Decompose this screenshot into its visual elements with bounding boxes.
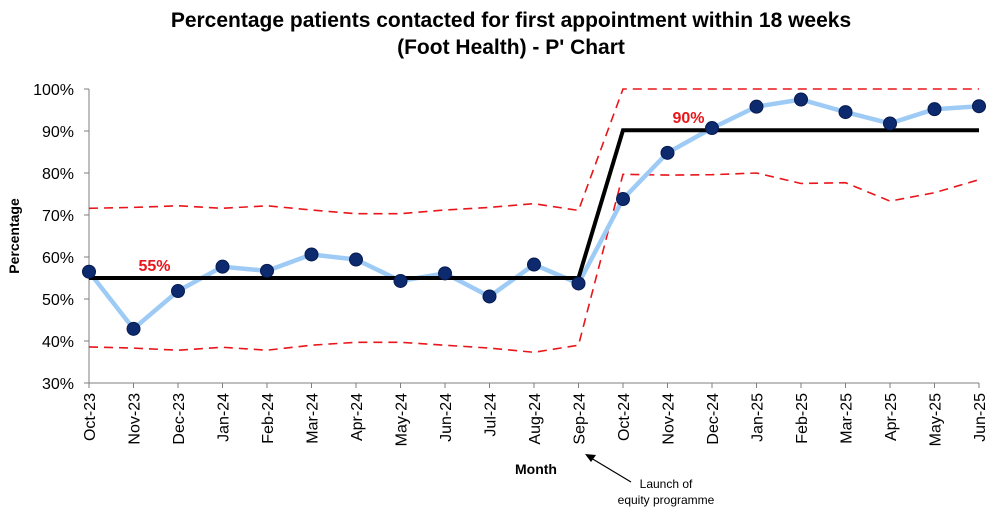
x-tick-label: Apr-25 — [883, 393, 900, 441]
mean-line — [89, 128, 979, 280]
lower-control-limit-line — [88, 172, 980, 354]
x-tick-label: Jun-24 — [438, 393, 455, 442]
chart-title-line2: (Foot Health) - P' Chart — [397, 36, 625, 59]
data-point — [393, 273, 408, 288]
y-tick-label: 30% — [42, 376, 74, 393]
data-point — [883, 116, 897, 131]
data-point — [438, 266, 452, 281]
y-tick-label: 60% — [42, 250, 74, 267]
data-point — [171, 284, 185, 299]
data-point — [126, 321, 141, 336]
x-tick-label: Feb-24 — [260, 393, 277, 444]
launch-annotation: Launch of equity programme — [585, 454, 715, 507]
mean-value-label: 55% — [139, 258, 171, 275]
data-point — [215, 259, 230, 274]
upper-control-limit-line — [88, 88, 979, 215]
x-tick-label: Oct-24 — [616, 393, 633, 441]
x-tick-label: Mar-24 — [305, 393, 322, 444]
mean-value-label: 90% — [673, 110, 705, 127]
x-tick-label: Dec-23 — [171, 393, 188, 445]
annotation-text-line2: equity programme — [618, 493, 715, 507]
x-tick-label: May-25 — [928, 393, 945, 446]
data-point — [794, 92, 808, 107]
y-tick-label: 80% — [42, 166, 74, 183]
y-tick-label: 50% — [42, 292, 74, 309]
data-point — [749, 99, 764, 114]
data-point — [527, 257, 541, 272]
annotation-arrow-line — [590, 457, 632, 483]
y-tick-label: 90% — [42, 124, 74, 141]
data-point — [304, 247, 319, 262]
data-point — [571, 276, 586, 291]
x-tick-label: Jul-24 — [483, 393, 500, 437]
x-tick-label: Nov-23 — [127, 393, 144, 445]
data-point — [705, 121, 719, 136]
x-tick-label: Aug-24 — [527, 393, 544, 445]
annotation-text-line1: Launch of — [640, 477, 693, 491]
x-tick-label: Jan-25 — [750, 393, 767, 442]
x-tick-label: May-24 — [394, 393, 411, 446]
data-point — [82, 264, 96, 279]
data-point — [660, 145, 675, 160]
y-tick-label: 40% — [42, 334, 74, 351]
data-point — [927, 102, 942, 117]
data-point — [260, 263, 274, 278]
plot-area: 100% 90% 80% 70% 60% 50% 40% 30% Oct-23 Nov-23 Dec… — [33, 82, 989, 446]
data-point — [838, 105, 853, 120]
data-point — [972, 99, 986, 114]
actual-series-line — [87, 97, 980, 332]
x-tick-label: Jan-24 — [216, 393, 233, 442]
x-tick-label: Apr-24 — [349, 393, 366, 441]
y-tick-label: 70% — [42, 208, 74, 225]
y-axis-label: Percentage — [6, 198, 22, 274]
x-tick-label: Dec-24 — [705, 393, 722, 445]
x-axis-label: Month — [515, 461, 557, 477]
data-point — [482, 289, 497, 304]
chart-title-line1: Percentage patients contacted for first … — [171, 9, 851, 32]
x-tick-label: Feb-25 — [794, 393, 811, 444]
x-tick-label: Oct-23 — [82, 393, 99, 441]
x-tick-label: Nov-24 — [661, 393, 678, 445]
x-tick-label: Sep-24 — [572, 393, 589, 445]
data-point — [616, 192, 630, 207]
x-tick-label: Jun-25 — [972, 393, 989, 442]
y-tick-label: 100% — [33, 82, 74, 99]
annotation-arrowhead — [585, 454, 596, 462]
x-tick-label: Mar-25 — [839, 393, 856, 444]
data-point — [349, 252, 363, 267]
